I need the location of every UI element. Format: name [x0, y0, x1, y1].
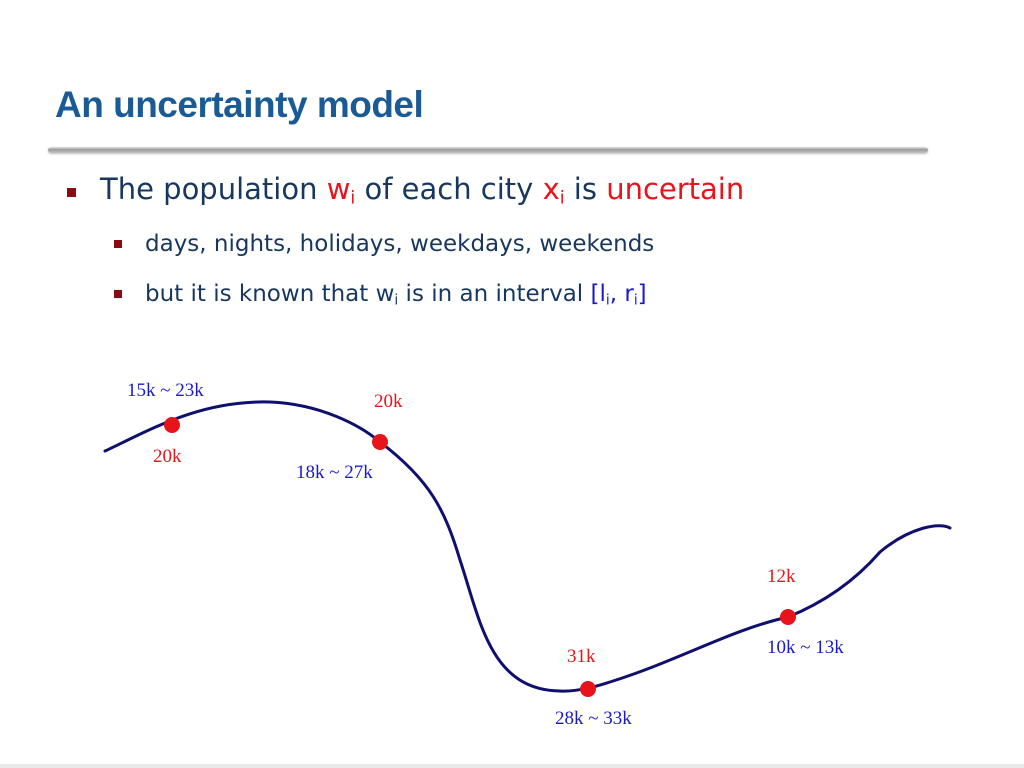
footer-divider — [0, 764, 1024, 768]
city-marker: 20k 18k ~ 27k — [296, 391, 403, 483]
sub-bullet-interval: but it is known that wi is in an interva… — [145, 281, 647, 309]
city-interval-label: 28k ~ 33k — [555, 708, 632, 729]
city-population-label: 20k — [374, 391, 403, 412]
bullet-text: of each city — [355, 172, 543, 206]
bullet-population-uncertain: The population wi of each city xi is unc… — [100, 172, 745, 209]
city-population-label: 20k — [153, 446, 182, 467]
city-marker: 15k ~ 23k 20k — [127, 380, 204, 467]
city-population-label: 31k — [567, 646, 596, 667]
city-interval-label: 10k ~ 13k — [767, 637, 844, 658]
city-dot — [780, 609, 796, 625]
city-marker: 31k 28k ~ 33k — [555, 646, 632, 729]
city-population-label: 12k — [767, 566, 796, 587]
bullet-square-icon — [67, 188, 76, 197]
sub-bullet-square-icon — [114, 290, 122, 298]
title-divider — [48, 147, 928, 153]
road-curve — [103, 400, 952, 693]
city-interval-label: 18k ~ 27k — [296, 462, 373, 483]
bullet-text: The population — [100, 172, 327, 206]
uncertain-word: uncertain — [606, 172, 745, 206]
sub-bullet-square-icon — [114, 240, 122, 248]
city-dot — [372, 434, 388, 450]
city-interval-label: 15k ~ 23k — [127, 380, 204, 401]
city-marker: 12k 10k ~ 13k — [767, 566, 844, 658]
city-dot — [164, 417, 180, 433]
bullet-text: is — [564, 172, 607, 206]
w-variable: wi — [326, 172, 356, 209]
interval-notation: [li, ri] — [590, 281, 647, 309]
city-dot — [580, 681, 596, 697]
sub-bullet-time-factors: days, nights, holidays, weekdays, weeken… — [145, 231, 655, 257]
slide-title: An uncertainty model — [55, 84, 424, 125]
x-variable: xi — [542, 172, 565, 209]
